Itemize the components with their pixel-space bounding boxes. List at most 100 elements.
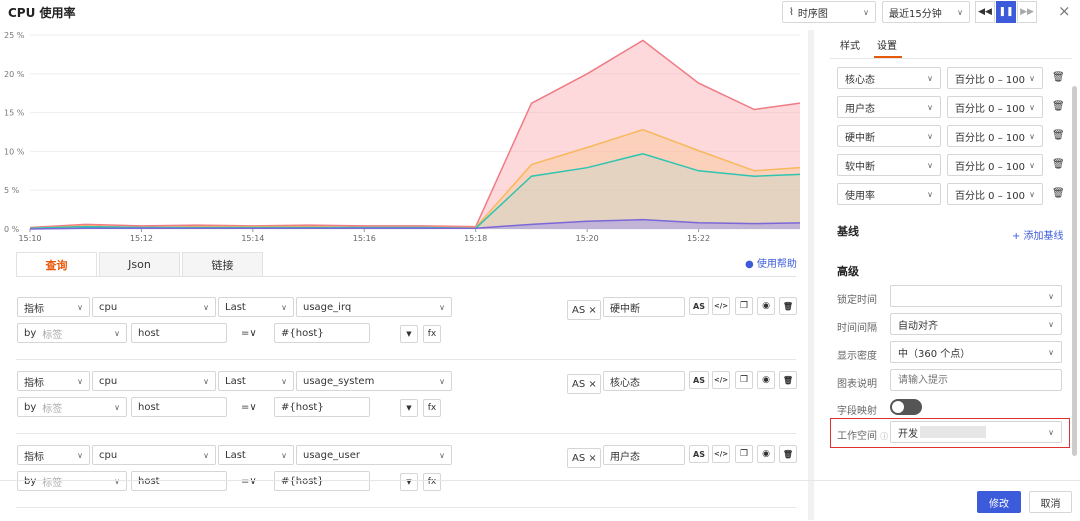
chevron-down-icon: ∨ — [281, 450, 287, 460]
chart-scrollbar[interactable] — [808, 30, 814, 520]
fx-button[interactable]: fx — [423, 325, 441, 343]
measurement-select[interactable]: cpu ∨ — [92, 297, 216, 317]
chart-type-select[interactable]: ⌇ 时序图 ∨ — [782, 1, 876, 23]
alias-input[interactable]: 核心态 — [603, 371, 685, 391]
alias-tag[interactable]: AS × — [567, 374, 601, 394]
aggregate-select[interactable]: Last ∨ — [218, 371, 294, 391]
workspace-select[interactable]: 开发 ∨ — [890, 421, 1062, 443]
unit-field-value: 硬中断 — [845, 132, 875, 144]
delete-icon[interactable]: 🗑 — [1052, 188, 1065, 199]
unit-type-select[interactable]: 百分比 0 – 100 ∨ — [947, 154, 1043, 176]
filter-icon[interactable]: ▼ — [400, 473, 418, 491]
aggregate-select[interactable]: Last ∨ — [218, 297, 294, 317]
measurement-value: cpu — [99, 449, 118, 461]
y-tick-label: 10 % — [4, 147, 25, 156]
unit-field-select[interactable]: 使用率 ∨ — [837, 183, 941, 205]
metric-type-select[interactable]: 指标 ∨ — [17, 445, 90, 465]
filter-icon[interactable]: ▼ — [400, 325, 418, 343]
unit-type-select[interactable]: 百分比 0 – 100 ∨ — [947, 96, 1043, 118]
eye-icon[interactable]: ◉ — [757, 297, 775, 315]
delete-icon[interactable]: 🗑 — [1052, 130, 1065, 141]
code-icon[interactable]: </> — [712, 371, 730, 389]
aggregate-select[interactable]: Last ∨ — [218, 445, 294, 465]
tab-link[interactable]: 链接 — [182, 252, 263, 276]
operator-select[interactable]: =∨ — [241, 476, 257, 487]
chevron-down-icon: ∨ — [1048, 427, 1054, 437]
as-button[interactable]: AS — [689, 445, 709, 463]
add-baseline-button[interactable]: + 添加基线 — [1012, 231, 1064, 242]
delete-icon[interactable]: 🗑 — [1052, 72, 1065, 83]
time-range-select[interactable]: 最近15分钟 ∨ — [882, 1, 970, 23]
close-icon[interactable]: × — [1058, 2, 1071, 20]
copy-icon[interactable]: ❐ — [735, 297, 753, 315]
delete-icon[interactable]: 🗑 — [1052, 101, 1065, 112]
unit-type-select[interactable]: 百分比 0 – 100 ∨ — [947, 67, 1043, 89]
unit-field-select[interactable]: 用户态 ∨ — [837, 96, 941, 118]
copy-icon[interactable]: ❐ — [735, 445, 753, 463]
group-by-select[interactable]: by 标签 ∨ — [17, 471, 127, 491]
confirm-button[interactable]: 修改 — [977, 491, 1021, 513]
operator-select[interactable]: =∨ — [241, 328, 257, 339]
metric-type-select[interactable]: 指标 ∨ — [17, 297, 90, 317]
tag-key-input[interactable]: host — [131, 471, 227, 491]
density-select[interactable]: 中（360 个点） ∨ — [890, 341, 1062, 363]
mapping-toggle[interactable] — [890, 399, 922, 415]
interval-select[interactable]: 自动对齐 ∨ — [890, 313, 1062, 335]
code-icon[interactable]: </> — [712, 445, 730, 463]
chevron-down-icon: ∨ — [1029, 189, 1035, 199]
alias-input[interactable]: 用户态 — [603, 445, 685, 465]
description-input[interactable] — [890, 369, 1062, 391]
field-select[interactable]: usage_user ∨ — [296, 445, 452, 465]
measurement-select[interactable]: cpu ∨ — [92, 371, 216, 391]
group-by-select[interactable]: by 标签 ∨ — [17, 323, 127, 343]
chevron-down-icon: ∨ — [439, 376, 445, 386]
measurement-select[interactable]: cpu ∨ — [92, 445, 216, 465]
code-icon[interactable]: </> — [712, 297, 730, 315]
cancel-button[interactable]: 取消 — [1029, 491, 1072, 513]
delete-icon[interactable]: 🗑 — [779, 297, 797, 315]
unit-field-select[interactable]: 软中断 ∨ — [837, 154, 941, 176]
unit-type-select[interactable]: 百分比 0 – 100 ∨ — [947, 183, 1043, 205]
unit-field-select[interactable]: 硬中断 ∨ — [837, 125, 941, 147]
forward-button[interactable]: ▶▶ — [1017, 1, 1037, 23]
tag-value-input[interactable]: #{host} — [274, 323, 370, 343]
alias-tag[interactable]: AS × — [567, 448, 601, 468]
alias-input[interactable]: 硬中断 — [603, 297, 685, 317]
group-by-select[interactable]: by 标签 ∨ — [17, 397, 127, 417]
tag-value-input[interactable]: #{host} — [274, 397, 370, 417]
tag-value-input[interactable]: #{host} — [274, 471, 370, 491]
alias-tag[interactable]: AS × — [567, 300, 601, 320]
delete-icon[interactable]: 🗑 — [779, 371, 797, 389]
eye-icon[interactable]: ◉ — [757, 371, 775, 389]
tag-key-input[interactable]: host — [131, 323, 227, 343]
as-button[interactable]: AS — [689, 371, 709, 389]
delete-icon[interactable]: 🗑 — [1052, 159, 1065, 170]
query-divider — [16, 359, 796, 360]
tag-key-input[interactable]: host — [131, 397, 227, 417]
filter-icon[interactable]: ▼ — [400, 399, 418, 417]
fx-button[interactable]: fx — [423, 473, 441, 491]
query-divider — [16, 507, 796, 508]
by-label: by — [24, 401, 37, 413]
eye-icon[interactable]: ◉ — [757, 445, 775, 463]
chevron-down-icon: ∨ — [957, 7, 963, 17]
fx-button[interactable]: fx — [423, 399, 441, 417]
unit-type-select[interactable]: 百分比 0 – 100 ∨ — [947, 125, 1043, 147]
lock-time-select[interactable]: ∨ — [890, 285, 1062, 307]
field-select[interactable]: usage_system ∨ — [296, 371, 452, 391]
right-tab-style[interactable]: 样式 — [840, 41, 860, 52]
tab-json[interactable]: Json — [99, 252, 180, 276]
unit-field-select[interactable]: 核心态 ∨ — [837, 67, 941, 89]
copy-icon[interactable]: ❐ — [735, 371, 753, 389]
field-select[interactable]: usage_irq ∨ — [296, 297, 452, 317]
tab-query[interactable]: 查询 — [16, 252, 97, 276]
delete-icon[interactable]: 🗑 — [779, 445, 797, 463]
right-scrollbar[interactable] — [1072, 86, 1077, 456]
operator-select[interactable]: =∨ — [241, 402, 257, 413]
as-button[interactable]: AS — [689, 297, 709, 315]
pause-button[interactable]: ❚❚ — [996, 1, 1016, 23]
help-link[interactable]: ● 使用帮助 — [745, 255, 797, 270]
right-tab-settings[interactable]: 设置 — [877, 41, 897, 52]
metric-type-select[interactable]: 指标 ∨ — [17, 371, 90, 391]
rewind-button[interactable]: ◀◀ — [975, 1, 995, 23]
